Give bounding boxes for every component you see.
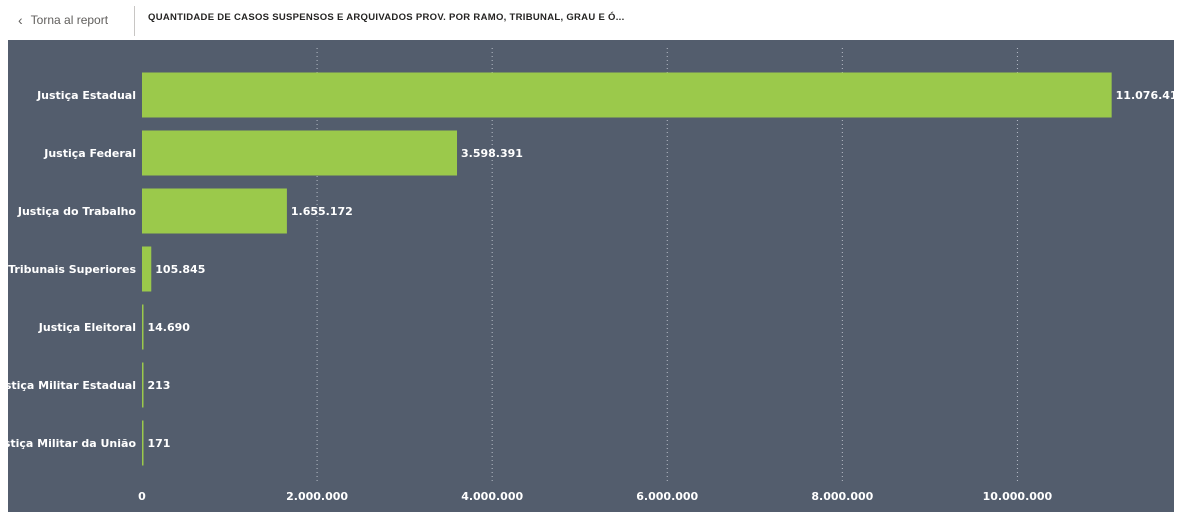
data-label: 14.690 xyxy=(148,321,191,334)
bar xyxy=(142,246,152,292)
x-tick-label: 10.000.000 xyxy=(983,490,1053,503)
x-tick-label: 0 xyxy=(138,490,146,503)
back-to-report-label: Torna al report xyxy=(30,13,109,27)
bar xyxy=(142,362,144,408)
category-label: Justiça Federal xyxy=(43,147,136,160)
category-label: Justiça Militar da União xyxy=(8,437,136,450)
category-label: Justiça Estadual xyxy=(36,89,136,102)
bar xyxy=(142,130,458,176)
data-label: 1.655.172 xyxy=(291,205,353,218)
data-label: 3.598.391 xyxy=(461,147,523,160)
data-label: 11.076.419 xyxy=(1116,89,1174,102)
back-to-report-button[interactable]: ‹ Torna al report xyxy=(18,10,108,30)
bar xyxy=(142,304,144,350)
data-label: 171 xyxy=(148,437,171,450)
category-label: Justiça Militar Estadual xyxy=(8,379,136,392)
data-label: 105.845 xyxy=(155,263,205,276)
chart-area: 0 2.000.000 4.000.000 6.000.000 8.000.000 10.… xyxy=(0,40,1178,512)
bar xyxy=(142,420,144,466)
x-tick-label: 8.000.000 xyxy=(811,490,873,503)
category-label: Justiça do Trabalho xyxy=(17,205,137,218)
x-tick-label: 4.000.000 xyxy=(461,490,523,503)
bar-chart: 0 2.000.000 4.000.000 6.000.000 8.000.000 10.… xyxy=(0,48,1178,503)
top-bar: ‹ Torna al report QUANTIDADE DE CASOS SU… xyxy=(0,0,1178,40)
chevron-left-icon: ‹ xyxy=(18,12,23,28)
bar xyxy=(142,188,287,234)
visual-title: QUANTIDADE DE CASOS SUSPENSOS E ARQUIVAD… xyxy=(148,12,625,23)
x-tick-label: 6.000.000 xyxy=(636,490,698,503)
category-label: Justiça Eleitoral xyxy=(38,321,136,334)
header-divider xyxy=(134,6,135,36)
data-label: 213 xyxy=(148,379,171,392)
bar xyxy=(142,72,1112,118)
x-tick-label: 2.000.000 xyxy=(286,490,348,503)
category-label: Tribunais Superiores xyxy=(8,263,136,276)
